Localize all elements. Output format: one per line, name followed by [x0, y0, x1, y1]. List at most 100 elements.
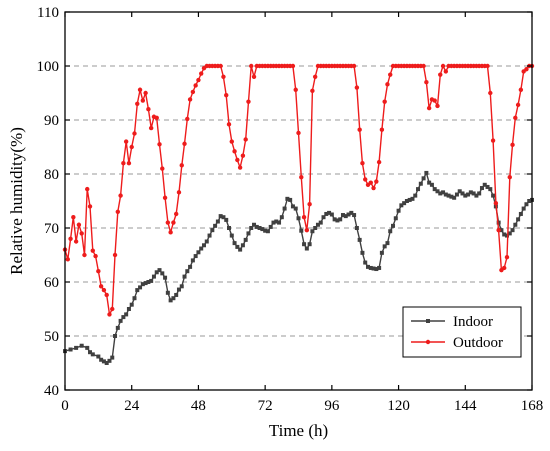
point-indoor-101	[357, 237, 362, 242]
point-outdoor-16	[107, 312, 112, 317]
point-indoor-80	[299, 228, 304, 233]
y-axis-title: Relative humidity(%)	[7, 127, 26, 275]
point-indoor-115	[396, 208, 401, 213]
point-indoor-23	[140, 282, 145, 287]
point-indoor-20	[132, 296, 137, 301]
point-outdoor-60	[229, 139, 234, 144]
point-outdoor-11	[93, 253, 98, 259]
point-indoor-26	[149, 278, 154, 283]
point-outdoor-8	[85, 186, 90, 192]
point-indoor-17	[124, 312, 129, 317]
point-indoor-6	[90, 352, 95, 357]
point-outdoor-40	[173, 211, 179, 217]
plot-frame	[64, 11, 533, 391]
point-indoor-77	[290, 204, 295, 209]
point-outdoor-164	[518, 87, 524, 92]
point-indoor-72	[277, 220, 282, 225]
point-outdoor-56	[218, 63, 223, 69]
point-indoor-129	[435, 189, 440, 194]
point-outdoor-63	[237, 165, 243, 170]
point-outdoor-158	[502, 265, 507, 271]
point-indoor-71	[274, 219, 279, 224]
point-outdoor-160	[507, 175, 512, 180]
point-indoor-104	[365, 264, 370, 269]
point-outdoor-67	[249, 63, 254, 69]
point-outdoor-88	[307, 202, 312, 207]
point-indoor-143	[474, 193, 479, 198]
point-indoor-59	[240, 243, 245, 248]
point-indoor-11	[107, 358, 112, 363]
point-outdoor-163	[515, 102, 521, 108]
point-outdoor-117	[388, 72, 393, 77]
point-indoor-94	[338, 217, 343, 222]
point-indoor-121	[413, 193, 418, 198]
point-outdoor-13	[98, 284, 104, 289]
point-indoor-35	[174, 292, 179, 297]
x-tick-label-0: 0	[61, 398, 69, 414]
point-indoor-116	[399, 203, 404, 208]
point-outdoor-106	[357, 127, 362, 132]
point-outdoor-17	[110, 306, 115, 312]
point-outdoor-22	[123, 139, 129, 144]
point-outdoor-41	[176, 190, 182, 195]
point-indoor-122	[416, 187, 421, 192]
point-indoor-83	[307, 242, 312, 247]
point-indoor-57	[235, 244, 240, 249]
point-indoor-16	[121, 315, 126, 320]
point-indoor-82	[304, 246, 309, 251]
point-indoor-160	[521, 206, 526, 211]
point-indoor-7	[96, 354, 101, 359]
point-outdoor-18	[112, 252, 118, 258]
point-outdoor-108	[363, 177, 368, 182]
point-indoor-85	[313, 226, 318, 230]
point-outdoor-59	[226, 122, 232, 127]
point-outdoor-82	[290, 63, 296, 69]
point-indoor-51	[218, 214, 223, 219]
point-indoor-152	[499, 228, 504, 233]
point-outdoor-19	[115, 209, 121, 214]
point-outdoor-105	[354, 85, 360, 90]
point-indoor-38	[182, 274, 187, 279]
point-indoor-119	[407, 197, 412, 202]
point-indoor-102	[360, 250, 365, 255]
point-indoor-15	[118, 318, 123, 323]
point-outdoor-87	[304, 227, 310, 233]
point-indoor-106	[371, 266, 376, 271]
point-indoor-78	[293, 206, 298, 211]
point-indoor-139	[463, 193, 468, 198]
point-indoor-98	[349, 210, 354, 215]
point-indoor-74	[282, 206, 287, 211]
point-outdoor-58	[224, 92, 229, 98]
x-tick-label-120: 120	[387, 398, 410, 414]
x-tick-label-96: 96	[324, 398, 340, 414]
point-outdoor-4	[73, 239, 79, 244]
point-outdoor-31	[148, 125, 154, 131]
point-outdoor-47	[193, 83, 198, 88]
point-indoor-113	[391, 223, 396, 228]
point-outdoor-166	[524, 67, 529, 72]
point-outdoor-29	[143, 90, 148, 96]
point-outdoor-34	[157, 142, 162, 147]
point-indoor-110	[382, 244, 387, 249]
y-tick-label-110: 110	[37, 5, 59, 21]
point-indoor-158	[516, 217, 521, 222]
point-indoor-87	[318, 220, 323, 225]
point-indoor-34	[171, 296, 176, 301]
point-outdoor-38	[168, 230, 173, 235]
point-outdoor-64	[240, 153, 246, 158]
point-outdoor-115	[382, 99, 387, 104]
point-outdoor-23	[126, 161, 132, 166]
point-outdoor-116	[385, 82, 390, 87]
point-indoor-28	[154, 270, 159, 275]
point-indoor-130	[438, 191, 443, 196]
point-indoor-149	[491, 193, 496, 198]
point-outdoor-89	[310, 88, 315, 94]
point-outdoor-33	[154, 115, 159, 121]
point-outdoor-12	[96, 269, 101, 274]
point-outdoor-1	[65, 257, 70, 262]
point-indoor-2	[74, 345, 79, 350]
axis-ticks: 40 50 60 70 80 90 100 110 0 24 48 72 96 120 144 168	[37, 5, 544, 414]
point-indoor-66	[260, 227, 265, 232]
point-indoor-111	[385, 241, 390, 246]
point-indoor-144	[477, 191, 482, 196]
